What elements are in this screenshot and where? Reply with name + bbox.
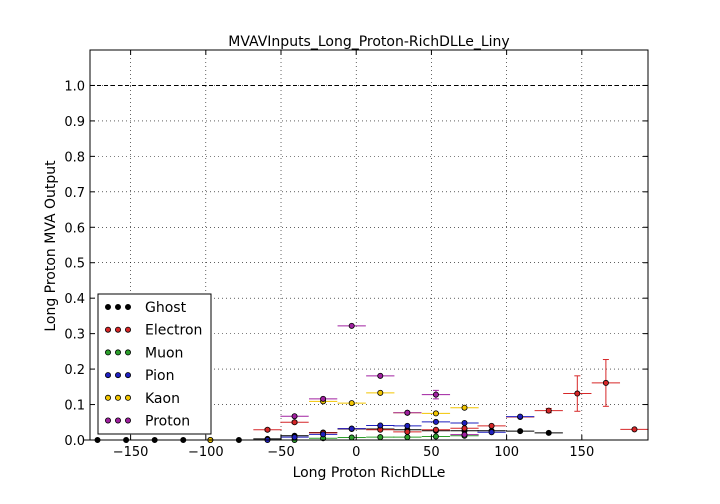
y-tick-label: 0.5: [64, 257, 85, 272]
legend-label: Ghost: [145, 300, 187, 316]
legend-entry-kaon: Kaon: [105, 391, 180, 407]
data-point: [320, 395, 327, 402]
data-point: [377, 389, 384, 396]
legend-entry-electron: Electron: [105, 323, 202, 339]
data-point: [291, 419, 298, 426]
legend-marker: [115, 303, 122, 310]
legend: Ghost Electron Muon Pion Kaon Proton: [97, 293, 212, 435]
legend-marker: [105, 417, 112, 424]
data-point: [461, 419, 468, 426]
data-point: [348, 434, 355, 441]
data-point: [602, 379, 609, 386]
legend-label: Muon: [145, 345, 183, 361]
legend-marker: [115, 372, 122, 379]
data-point: [320, 431, 327, 438]
x-tick-label: −50: [267, 445, 294, 460]
legend-label: Electron: [145, 323, 202, 339]
y-tick-label: 0.6: [64, 221, 85, 236]
data-point: [432, 418, 439, 425]
legend-marker: [125, 417, 132, 424]
legend-marker: [115, 326, 122, 333]
data-point: [488, 429, 495, 436]
y-tick-label: 0.7: [64, 186, 85, 201]
data-point: [291, 413, 298, 420]
y-tick-label: 0.4: [64, 292, 85, 307]
chart-title: MVAVInputs_Long_Proton-RichDLLe_Liny: [228, 34, 509, 50]
data-point: [404, 409, 411, 416]
y-tick-label: 0.3: [64, 328, 85, 343]
x-tick-label: −150: [113, 445, 149, 460]
data-point: [432, 391, 439, 398]
legend-marker: [105, 349, 112, 356]
legend-marker: [125, 326, 132, 333]
data-point: [574, 390, 581, 397]
axis-ticks: −150 −100 −50 0 50 100 150 0.0 0.1 0.2 0.3 0.4 0.5 0.…: [64, 50, 648, 460]
x-tick-label: 50: [423, 445, 440, 460]
legend-marker: [105, 303, 112, 310]
legend-label: Proton: [145, 414, 190, 430]
series-electron: [253, 359, 649, 436]
x-tick-label: 0: [352, 445, 360, 460]
x-axis-label: Long Proton RichDLLe: [293, 465, 446, 481]
data-point: [432, 433, 439, 440]
x-tick-label: 150: [569, 445, 594, 460]
legend-marker: [105, 394, 112, 401]
x-tick-label: −100: [188, 445, 224, 460]
y-axis-label: Long Proton MVA Output: [43, 160, 59, 332]
data-point: [545, 429, 552, 436]
y-tick-label: 0.9: [64, 115, 85, 130]
legend-marker: [125, 303, 132, 310]
data-point: [404, 422, 411, 429]
data-point: [432, 426, 439, 433]
data-point: [517, 428, 524, 435]
legend-marker: [125, 372, 132, 379]
data-point: [291, 434, 298, 441]
data-point: [377, 434, 384, 441]
legend-label: Pion: [145, 368, 174, 384]
y-tick-label: 0.2: [64, 363, 85, 378]
legend-marker: [105, 372, 112, 379]
data-point: [404, 428, 411, 435]
data-point: [264, 426, 271, 433]
y-tick-label: 0.0: [64, 434, 85, 449]
y-tick-label: 0.1: [64, 399, 85, 414]
legend-marker: [115, 417, 122, 424]
data-point: [631, 426, 638, 433]
data-point: [461, 404, 468, 411]
legend-label: Kaon: [145, 391, 180, 407]
legend-marker: [115, 394, 122, 401]
legend-entry-muon: Muon: [105, 345, 183, 361]
plot-frame: [89, 49, 649, 441]
x-tick-label: 100: [494, 445, 519, 460]
series-proton: [280, 322, 479, 438]
data-point: [348, 322, 355, 329]
data-point: [461, 431, 468, 438]
data-point: [545, 407, 552, 414]
legend-entry-ghost: Ghost: [105, 300, 187, 316]
data-point: [488, 422, 495, 429]
data-point: [404, 434, 411, 441]
data-point: [377, 422, 384, 429]
data-point: [348, 400, 355, 407]
data-point: [432, 410, 439, 417]
data-point: [517, 413, 524, 420]
legend-entry-proton: Proton: [105, 414, 190, 430]
legend-marker: [105, 326, 112, 333]
legend-marker: [125, 349, 132, 356]
legend-box: [97, 293, 212, 435]
y-tick-label: 1.0: [64, 79, 85, 94]
y-tick-label: 0.8: [64, 150, 85, 165]
legend-entry-pion: Pion: [105, 368, 174, 384]
data-point: [348, 425, 355, 432]
data-point: [377, 372, 384, 379]
data-point: [461, 425, 468, 432]
legend-marker: [115, 349, 122, 356]
legend-marker: [125, 394, 132, 401]
